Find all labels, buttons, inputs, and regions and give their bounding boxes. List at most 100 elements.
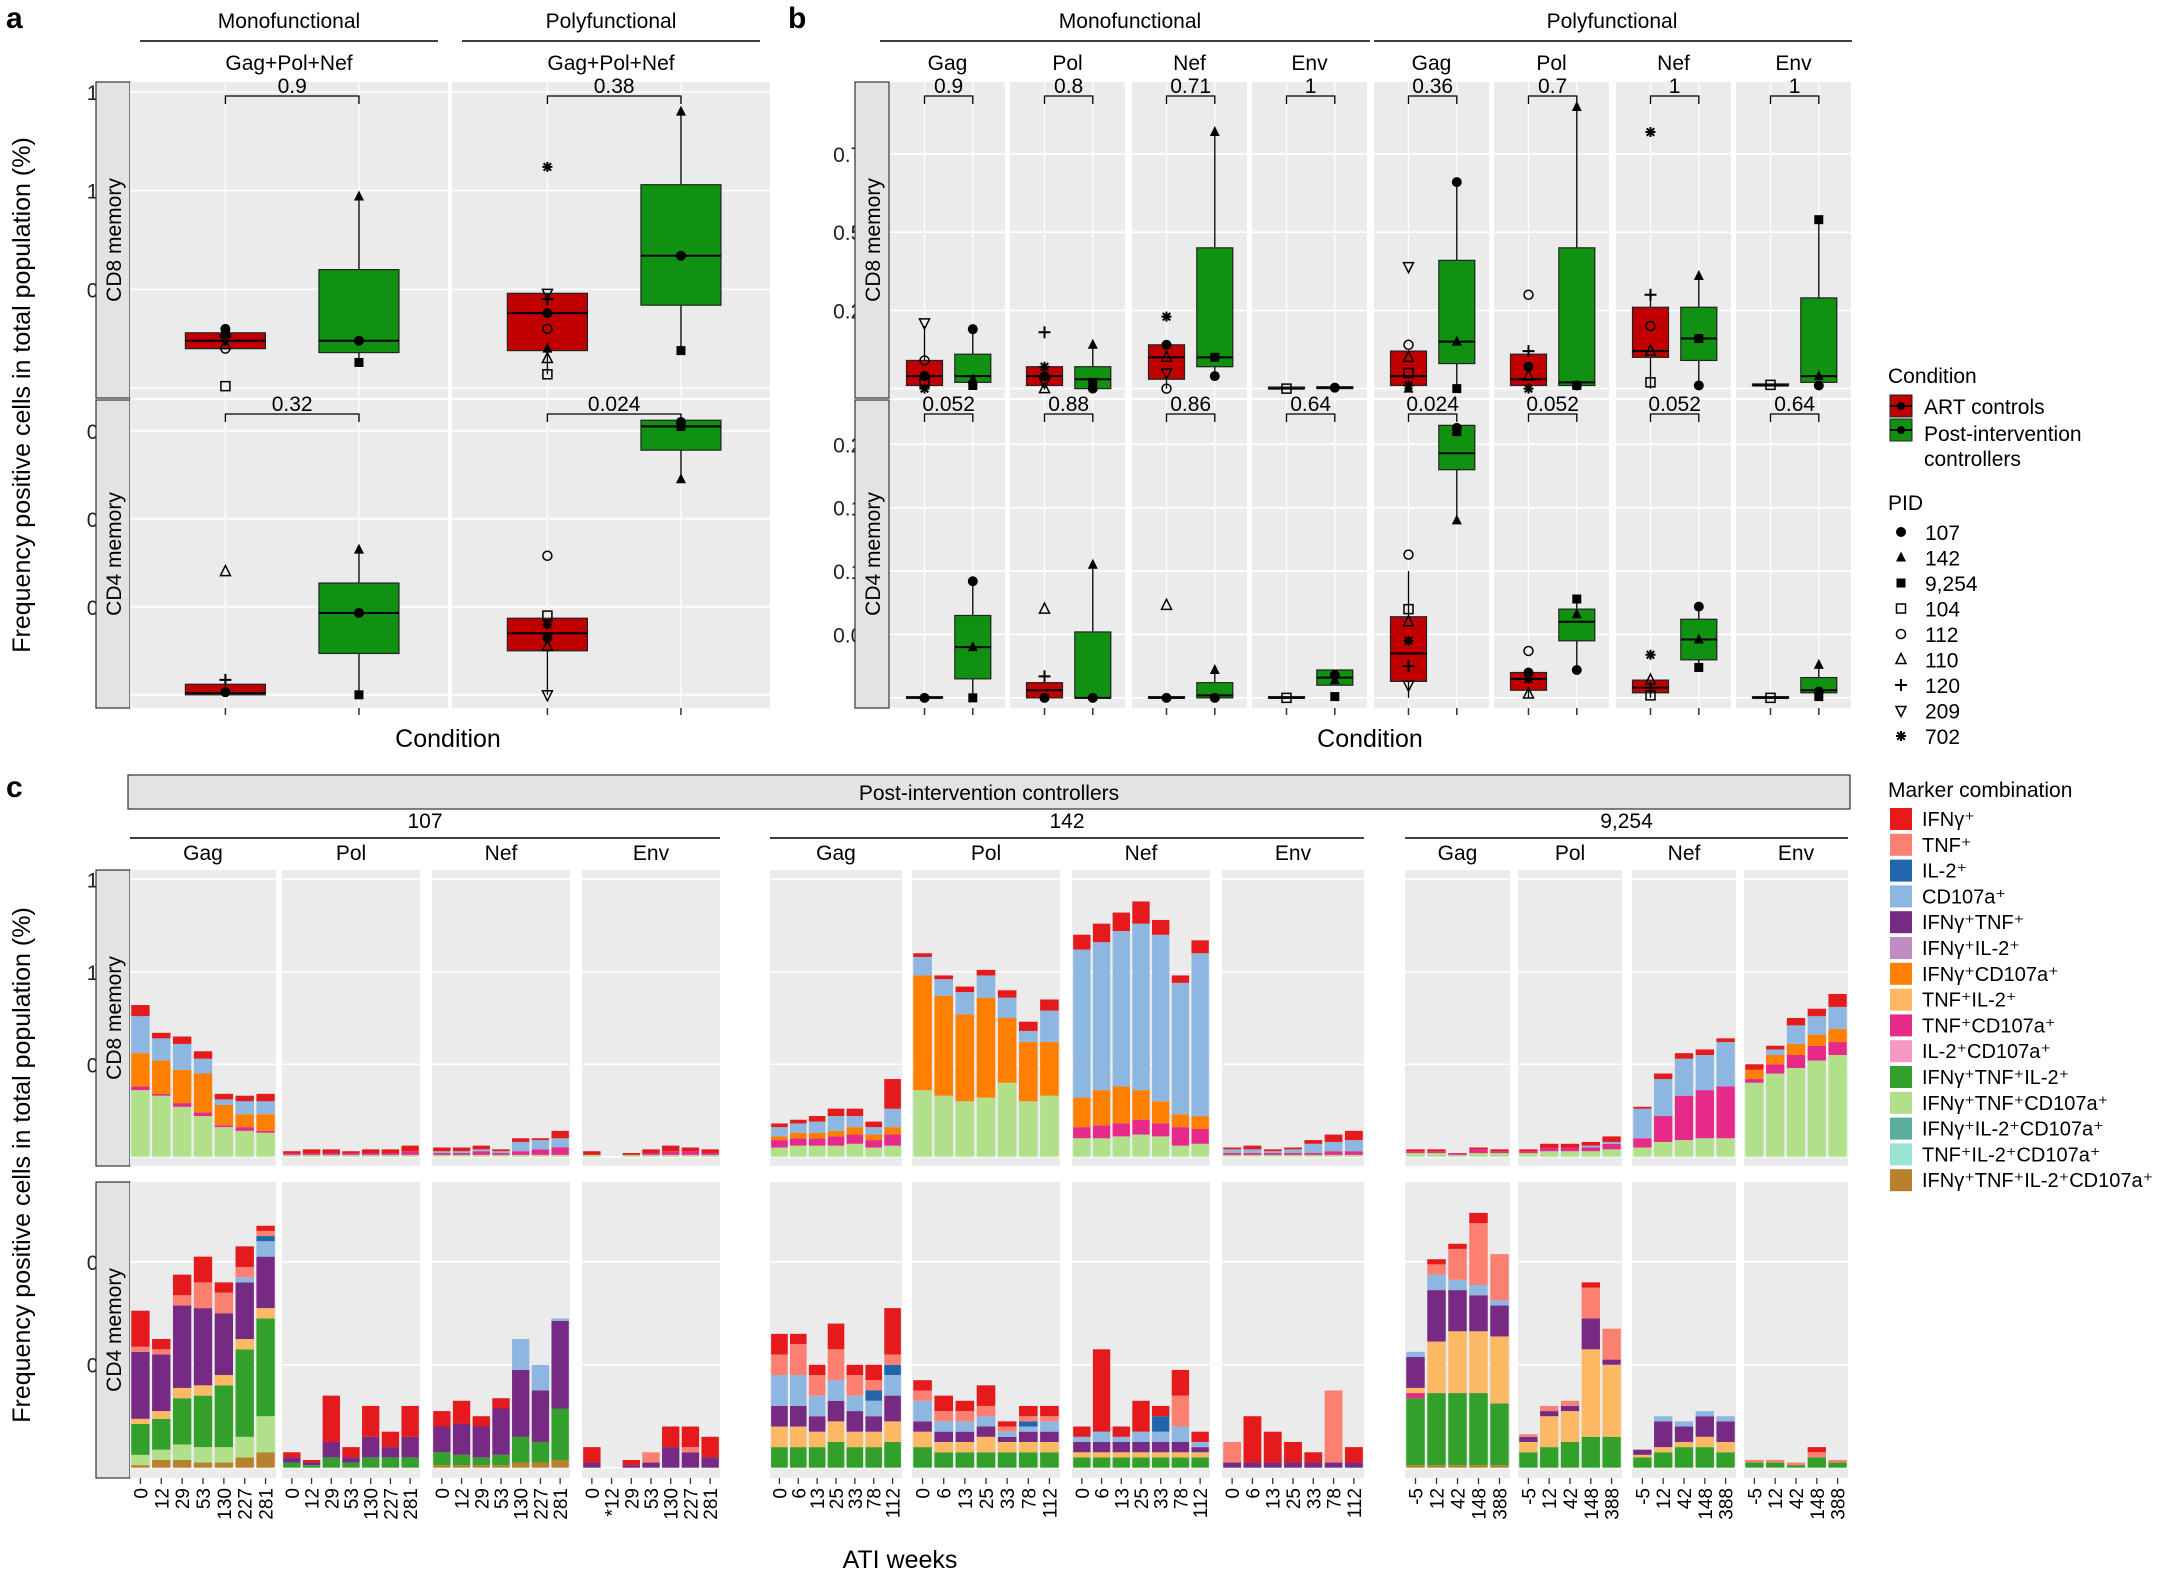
- legend-marker-title: Marker combination: [1888, 779, 2072, 802]
- facet-env: 1: [1736, 75, 1851, 398]
- panel-c-y-axis-title: Frequency positive cells in total popula…: [8, 907, 36, 1423]
- bar-segment: [827, 1421, 845, 1442]
- bar-segment: [1654, 1447, 1673, 1453]
- bar-segment: [1602, 1143, 1621, 1150]
- bar-segment: [701, 1457, 719, 1468]
- panel-a-x-axis-title: Condition: [395, 725, 501, 753]
- data-point: [919, 692, 930, 703]
- bar-segment: [256, 1318, 275, 1417]
- x-tick-label: 0: [1223, 1488, 1244, 1499]
- bar-segment: [401, 1154, 419, 1157]
- bar-segment: [214, 1099, 234, 1105]
- bar-segment: [152, 1459, 171, 1468]
- bar-segment: [1171, 1395, 1190, 1427]
- bar-segment: [846, 1395, 864, 1412]
- p-value: 0.052: [1648, 393, 1701, 416]
- bar-segment: [1786, 1465, 1806, 1468]
- bar-segment: [955, 1400, 975, 1412]
- data-point: [1452, 427, 1462, 437]
- data-point: [542, 342, 553, 353]
- bar-segment: [256, 1101, 275, 1115]
- bar-segment: [1674, 1053, 1694, 1059]
- legend-pid-label: 110: [1925, 650, 1958, 673]
- data-point: [1209, 663, 1220, 674]
- bar-segment: [1828, 1055, 1847, 1157]
- x-tick-label: 227: [236, 1488, 257, 1520]
- panel-c-label: c: [6, 771, 23, 804]
- bar-segment: [256, 1452, 275, 1468]
- bar-segment: [1040, 999, 1059, 1011]
- row-strip: [95, 399, 131, 709]
- bar-facet: [582, 870, 720, 1166]
- p-value: 0.71: [1170, 75, 1211, 98]
- x-tick-label: 42: [1561, 1488, 1582, 1509]
- bar-segment: [1152, 1136, 1170, 1157]
- bar-segment: [131, 1465, 150, 1468]
- legend-marker-swatch: [1890, 833, 1912, 856]
- legend-item: Post-intervention: [1924, 423, 2082, 446]
- bar-segment: [1112, 1136, 1130, 1157]
- bar-segment: [846, 1375, 864, 1396]
- bar-segment: [1243, 1153, 1262, 1155]
- bar-segment: [1018, 1416, 1038, 1422]
- panel-a-label: a: [6, 2, 23, 35]
- antigen-label: Gag: [1412, 52, 1452, 75]
- legend-pid-label: 107: [1925, 522, 1960, 545]
- panel-b-x-axis-title: Condition: [1317, 725, 1423, 753]
- facet-background: [1222, 1182, 1364, 1478]
- bar-segment: [381, 1457, 400, 1468]
- bar-segment: [976, 975, 996, 998]
- x-tick-label: 0: [433, 1488, 454, 1499]
- significance-bracket: [1527, 95, 1578, 104]
- bar-segment: [362, 1149, 380, 1154]
- bar-segment: [322, 1441, 340, 1458]
- antigen-label: Gag+Pol+Nef: [547, 52, 674, 75]
- bar-segment: [1263, 1151, 1282, 1154]
- bar-segment: [976, 1436, 996, 1453]
- data-point: [1814, 215, 1824, 225]
- x-tick-label: 12: [1540, 1488, 1561, 1509]
- bar-segment: [235, 1130, 254, 1157]
- bar-segment: [1263, 1462, 1282, 1468]
- facet-gag: 0.052: [890, 393, 1005, 715]
- x-tick-label: 0: [914, 1488, 935, 1499]
- bar-segment: [1581, 1318, 1600, 1350]
- bar-segment: [1040, 1441, 1059, 1453]
- bar-segment: [193, 1308, 213, 1386]
- x-tick-label: 227: [531, 1488, 552, 1520]
- p-value: 0.8: [1054, 75, 1083, 98]
- bar-segment: [701, 1149, 719, 1154]
- bar-segment: [997, 1441, 1017, 1453]
- bar-segment: [1073, 1457, 1091, 1468]
- data-point: [1038, 326, 1051, 339]
- facet-background: [130, 82, 448, 398]
- bar-segment: [322, 1457, 340, 1468]
- data-point: [1452, 384, 1462, 394]
- bar-segment: [1469, 1465, 1488, 1468]
- bar-segment: [1191, 1116, 1209, 1129]
- bar-segment: [1073, 934, 1091, 950]
- facet-background: [452, 400, 770, 708]
- bar-segment: [1633, 1457, 1652, 1468]
- data-point: [1523, 383, 1534, 394]
- data-point: [967, 641, 978, 652]
- bar-segment: [433, 1411, 451, 1427]
- x-tick-label: 388: [1491, 1488, 1512, 1520]
- data-point: [1330, 692, 1340, 702]
- bar-segment: [1540, 1151, 1559, 1157]
- bar-segment: [701, 1436, 719, 1458]
- bar-segment: [1304, 1462, 1323, 1468]
- bar-segment: [283, 1154, 301, 1157]
- bar-segment: [342, 1462, 360, 1468]
- legend-condition-title: Condition: [1888, 365, 1977, 388]
- bar-segment: [256, 1114, 275, 1131]
- bar-segment: [1695, 1411, 1714, 1417]
- bar-segment: [1073, 1426, 1091, 1437]
- bar-segment: [172, 1103, 192, 1107]
- p-value: 0.052: [922, 393, 975, 416]
- bar-segment: [934, 995, 954, 1096]
- data-point: [1403, 367, 1414, 379]
- bar-segment: [1284, 1149, 1302, 1154]
- bar-segment: [789, 1447, 807, 1468]
- legend: Condition PID Marker combination ART con…: [1888, 365, 2153, 1192]
